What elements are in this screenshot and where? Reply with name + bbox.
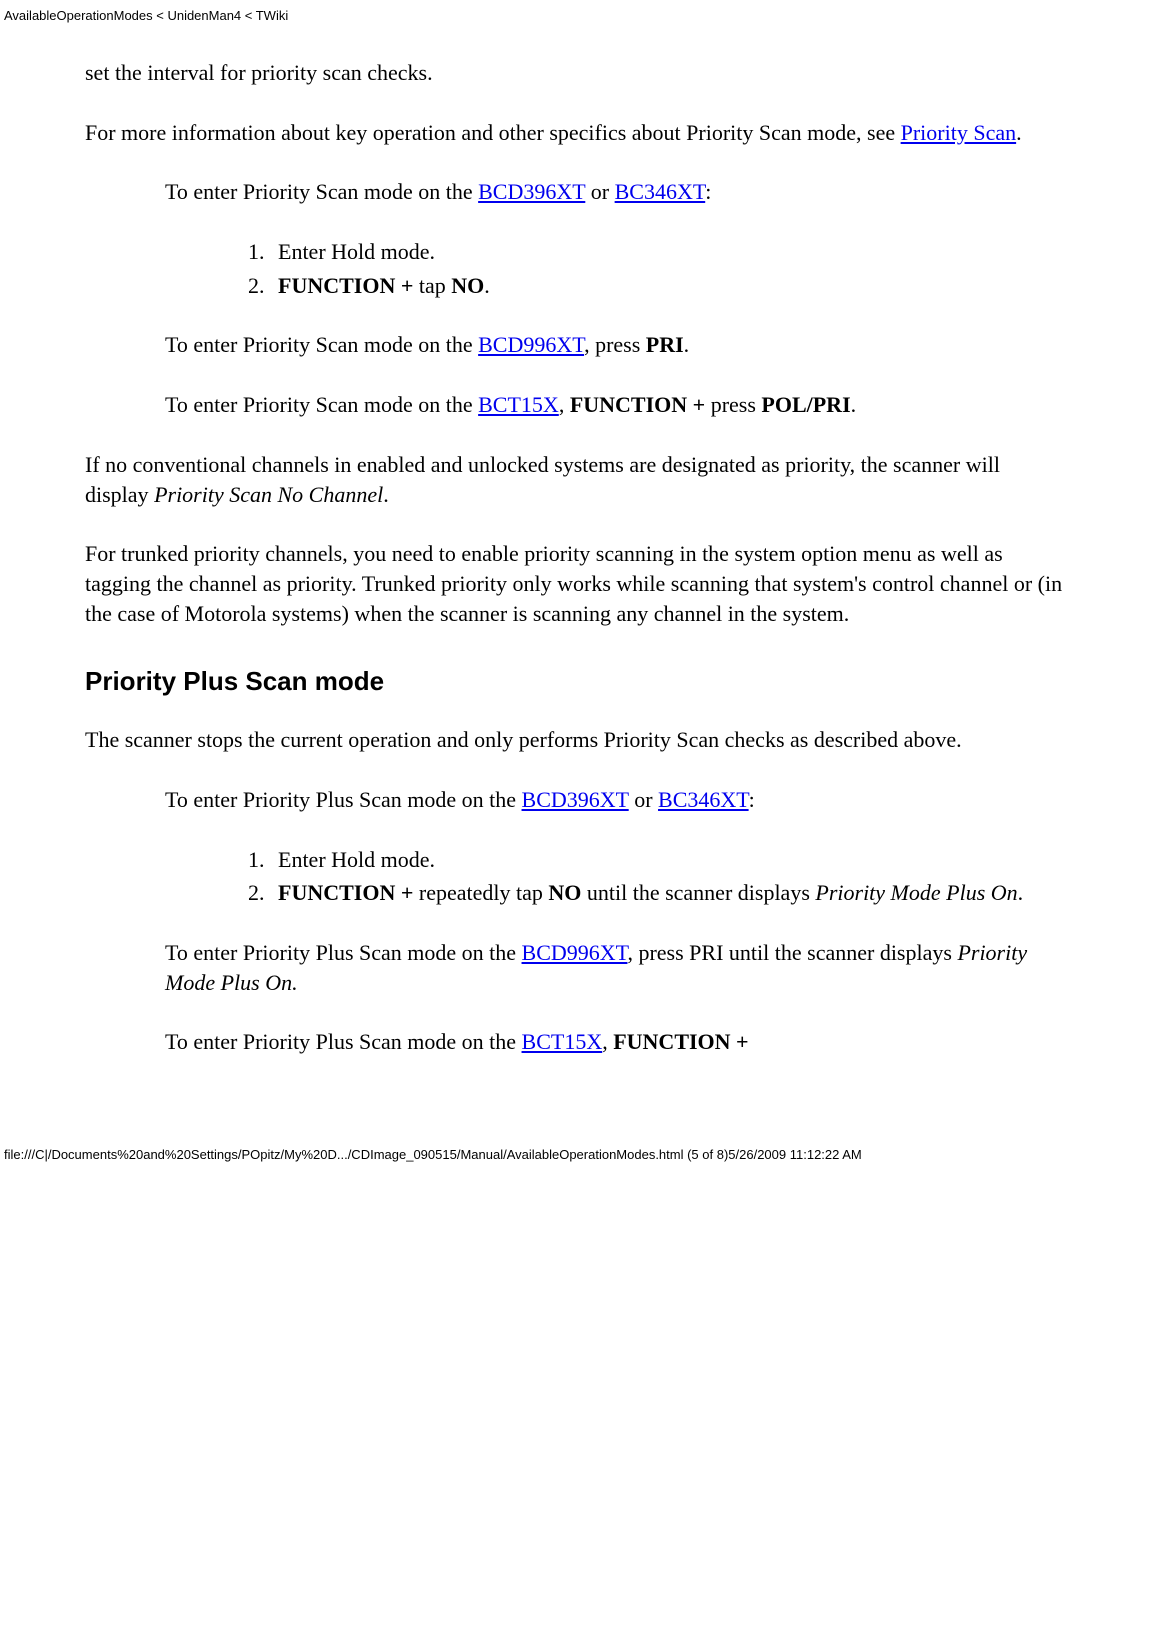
text: until the scanner displays: [581, 880, 815, 905]
page-header: AvailableOperationModes < UnidenMan4 < T…: [0, 0, 1151, 23]
paragraph-plus-bct15x: To enter Priority Plus Scan mode on the …: [165, 1027, 1066, 1057]
paragraph-interval: set the interval for priority scan check…: [85, 58, 1066, 88]
text: Enter Hold mode.: [278, 847, 435, 872]
list-item: Enter Hold mode.: [270, 845, 1066, 875]
text: .: [1018, 880, 1024, 905]
steps-list-2: Enter Hold mode. FUNCTION + repeatedly t…: [85, 845, 1066, 908]
text: .: [484, 273, 490, 298]
paragraph-enter-mode-1: To enter Priority Scan mode on the BCD39…: [165, 177, 1066, 207]
text: or: [629, 787, 658, 812]
bcd996xt-link[interactable]: BCD996XT: [522, 940, 628, 965]
text: To enter Priority Plus Scan mode on the: [165, 1029, 522, 1054]
page-content: set the interval for priority scan check…: [0, 23, 1151, 1057]
bc346xt-link[interactable]: BC346XT: [615, 179, 706, 204]
text-bold: NO: [548, 880, 581, 905]
text: or: [585, 179, 614, 204]
paragraph-bct15x: To enter Priority Scan mode on the BCT15…: [165, 390, 1066, 420]
section-heading-priority-plus: Priority Plus Scan mode: [85, 666, 1066, 697]
text-bold: FUNCTION +: [613, 1029, 748, 1054]
text: The scanner stops the current operation …: [85, 727, 962, 752]
bc346xt-link[interactable]: BC346XT: [658, 787, 749, 812]
paragraph-enter-plus-1: To enter Priority Plus Scan mode on the …: [165, 785, 1066, 815]
text: For trunked priority channels, you need …: [85, 541, 1062, 625]
bcd396xt-link[interactable]: BCD396XT: [478, 179, 585, 204]
paragraph-no-channel: If no conventional channels in enabled a…: [85, 450, 1066, 509]
text: :: [749, 787, 755, 812]
steps-list-1: Enter Hold mode. FUNCTION + tap NO.: [85, 237, 1066, 300]
paragraph-plus-bcd996xt: To enter Priority Plus Scan mode on the …: [165, 938, 1066, 997]
list-item: Enter Hold mode.: [270, 237, 1066, 267]
text-bold: PRI: [646, 332, 684, 357]
text: ,: [559, 392, 570, 417]
paragraph-plus-description: The scanner stops the current operation …: [85, 725, 1066, 755]
text: set the interval for priority scan check…: [85, 60, 433, 85]
page-footer: file:///C|/Documents%20and%20Settings/PO…: [0, 1147, 1151, 1170]
text-bold: POL/PRI: [761, 392, 850, 417]
bct15x-link[interactable]: BCT15X: [522, 1029, 603, 1054]
text-bold: FUNCTION +: [570, 392, 705, 417]
bcd396xt-link[interactable]: BCD396XT: [522, 787, 629, 812]
text: To enter Priority Scan mode on the: [165, 332, 478, 357]
text: To enter Priority Scan mode on the: [165, 392, 478, 417]
text: , press PRI until the scanner displays: [627, 940, 957, 965]
bcd996xt-link[interactable]: BCD996XT: [478, 332, 584, 357]
text: press: [705, 392, 761, 417]
text-bold: FUNCTION +: [278, 880, 413, 905]
footer-path: file:///C|/Documents%20and%20Settings/PO…: [4, 1147, 862, 1162]
text: .: [383, 482, 389, 507]
text: :: [705, 179, 711, 204]
text: To enter Priority Scan mode on the: [165, 179, 478, 204]
text: .: [851, 392, 857, 417]
text: tap: [413, 273, 451, 298]
bct15x-link[interactable]: BCT15X: [478, 392, 559, 417]
paragraph-more-info: For more information about key operation…: [85, 118, 1066, 148]
text: , press: [584, 332, 646, 357]
text-italic: Priority Scan No Channel: [154, 482, 383, 507]
text: To enter Priority Plus Scan mode on the: [165, 787, 522, 812]
breadcrumb: AvailableOperationModes < UnidenMan4 < T…: [4, 8, 288, 23]
text: repeatedly tap: [413, 880, 548, 905]
text-bold: FUNCTION +: [278, 273, 413, 298]
paragraph-trunked: For trunked priority channels, you need …: [85, 539, 1066, 628]
list-item: FUNCTION + repeatedly tap NO until the s…: [270, 878, 1066, 908]
priority-scan-link[interactable]: Priority Scan: [901, 120, 1017, 145]
text: For more information about key operation…: [85, 120, 901, 145]
text-italic: Priority Mode Plus On: [815, 880, 1017, 905]
paragraph-bcd996xt: To enter Priority Scan mode on the BCD99…: [165, 330, 1066, 360]
text-bold: NO: [451, 273, 484, 298]
text: Enter Hold mode.: [278, 239, 435, 264]
text: .: [684, 332, 690, 357]
text: ,: [602, 1029, 613, 1054]
list-item: FUNCTION + tap NO.: [270, 271, 1066, 301]
text: .: [1016, 120, 1022, 145]
text: To enter Priority Plus Scan mode on the: [165, 940, 522, 965]
